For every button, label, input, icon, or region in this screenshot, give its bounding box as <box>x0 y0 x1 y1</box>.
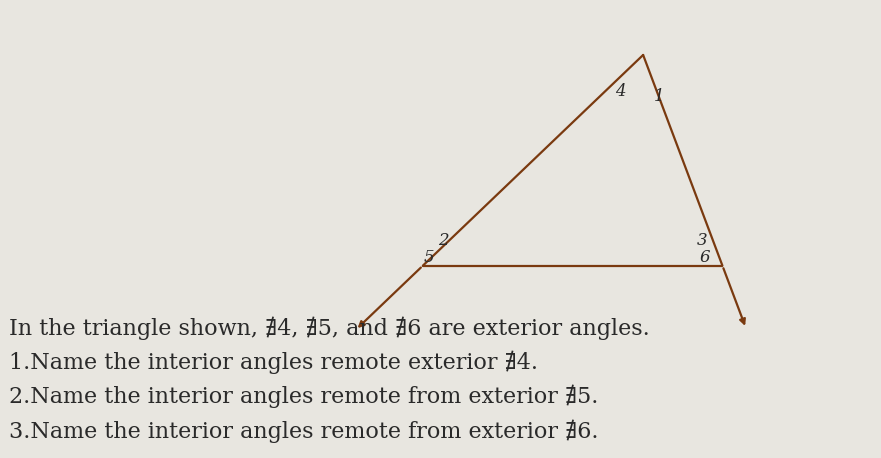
Text: 3: 3 <box>697 232 707 249</box>
Text: 1: 1 <box>654 87 664 105</box>
Text: 4: 4 <box>615 83 626 100</box>
Text: 2: 2 <box>438 232 448 249</box>
Text: 2.Name the interior angles remote from exterior ∄5.: 2.Name the interior angles remote from e… <box>9 385 598 408</box>
Text: 1.Name the interior angles remote exterior ∄4.: 1.Name the interior angles remote exteri… <box>9 350 537 374</box>
Text: In the triangle shown, ∄4, ∄5, and ∄6 are exterior angles.: In the triangle shown, ∄4, ∄5, and ∄6 ar… <box>9 316 649 339</box>
Text: 6: 6 <box>700 249 710 267</box>
Text: 5: 5 <box>424 249 434 266</box>
Text: 3.Name the interior angles remote from exterior ∄6.: 3.Name the interior angles remote from e… <box>9 419 598 442</box>
